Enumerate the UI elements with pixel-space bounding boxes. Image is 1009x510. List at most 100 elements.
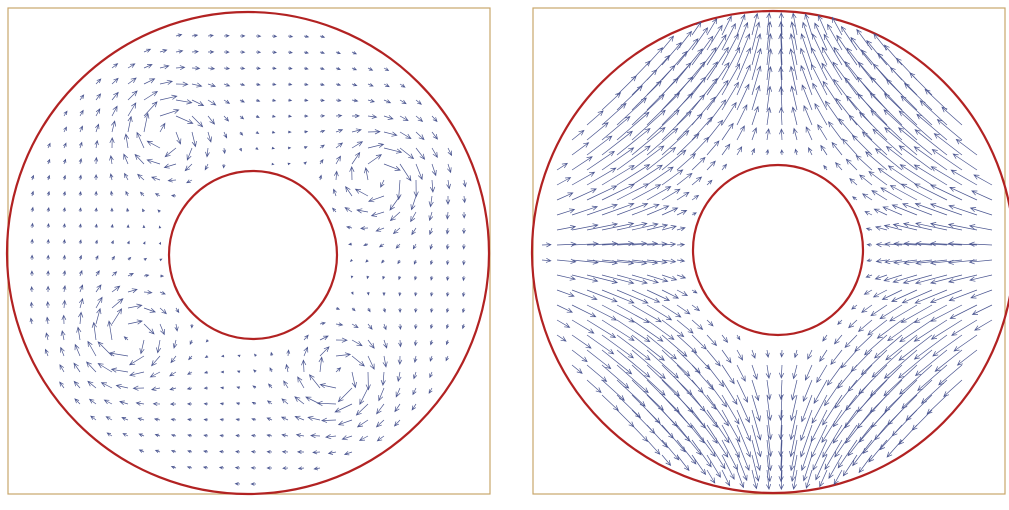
vector-arrow — [790, 85, 798, 111]
vector-arrow — [646, 349, 679, 379]
vector-arrow — [127, 319, 143, 325]
vector-arrow — [751, 409, 762, 441]
vector-arrow — [875, 258, 888, 264]
vector-arrow — [303, 130, 309, 134]
vector-arrow — [616, 97, 647, 126]
vector-arrow — [571, 223, 599, 231]
vector-arrow — [366, 291, 370, 296]
vector-arrow — [351, 307, 356, 312]
vector-arrow — [586, 349, 612, 370]
vector-arrow — [63, 126, 67, 133]
vector-arrow — [866, 39, 888, 66]
vector-arrow — [78, 190, 82, 197]
vector-arrow — [222, 163, 226, 169]
vector-arrow — [137, 417, 145, 422]
vector-arrow — [127, 288, 138, 294]
vector-arrow — [154, 193, 161, 197]
vector-arrow — [255, 66, 261, 70]
vector-arrow — [335, 322, 344, 327]
vector-arrow — [948, 204, 978, 216]
vector-arrow — [462, 227, 466, 235]
vector-arrow — [586, 135, 613, 156]
vector-arrow — [571, 304, 597, 318]
vector-arrow — [159, 64, 170, 70]
vector-arrow — [766, 106, 772, 126]
vector-arrow — [46, 270, 50, 277]
vector-arrow — [541, 242, 552, 248]
vector-arrow — [95, 296, 103, 309]
vector-arrow — [778, 85, 784, 111]
vector-arrow — [802, 21, 813, 51]
vector-arrow — [766, 48, 773, 81]
vector-arrow — [271, 50, 278, 54]
vector-arrow — [751, 12, 759, 36]
vector-arrow — [282, 466, 289, 470]
vector-arrow — [929, 203, 963, 216]
vector-arrow — [135, 401, 145, 406]
vector-arrow — [706, 364, 725, 388]
vector-arrow — [886, 394, 918, 426]
vector-arrow — [410, 195, 417, 211]
vector-arrow — [808, 147, 813, 156]
vector-arrow — [170, 417, 177, 422]
vector-arrow — [46, 190, 51, 197]
vector-arrow — [235, 402, 241, 406]
vector-arrow — [234, 466, 241, 470]
vector-arrow — [111, 63, 119, 69]
vector-arrow — [351, 98, 359, 103]
vector-arrow — [571, 171, 596, 186]
vector-arrow — [170, 449, 177, 454]
vector-arrow — [429, 179, 436, 193]
vector-arrow — [94, 139, 99, 149]
vector-arrow — [271, 34, 278, 38]
vector-arrow — [266, 433, 273, 438]
vector-arrow — [414, 275, 418, 281]
vector-arrow — [811, 63, 828, 96]
vector-arrow — [802, 454, 813, 482]
vector-arrow — [870, 109, 903, 141]
vector-arrow — [398, 291, 402, 297]
vector-arrow — [95, 284, 102, 293]
vector-arrow — [446, 291, 450, 297]
vector-arrow — [616, 241, 648, 247]
vector-arrow — [930, 241, 963, 247]
vector-arrow — [430, 275, 434, 281]
vector-arrow — [191, 131, 197, 148]
vector-arrow — [124, 172, 129, 181]
vector-arrow — [661, 169, 684, 186]
vector-arrow — [676, 30, 693, 51]
vector-arrow — [159, 49, 168, 54]
vector-arrow — [765, 128, 771, 141]
vector-arrow — [778, 454, 784, 483]
vector-arrow — [188, 355, 193, 361]
vector-arrow — [175, 81, 189, 87]
vector-arrow — [586, 122, 609, 141]
vector-arrow — [889, 304, 918, 322]
vector-arrow — [631, 304, 662, 323]
vector-arrow — [706, 469, 716, 484]
vector-arrow — [706, 454, 721, 478]
vector-arrow — [631, 319, 664, 342]
vector-arrow — [97, 341, 113, 357]
vector-arrow — [789, 394, 798, 422]
vector-arrow — [389, 195, 401, 211]
vector-arrow — [841, 138, 858, 156]
vector-arrow — [571, 142, 590, 156]
vector-arrow — [127, 90, 138, 101]
vector-arrow — [930, 184, 963, 201]
vector-arrow — [571, 156, 593, 171]
vector-arrow — [929, 289, 963, 303]
vector-arrow — [295, 433, 305, 438]
vector-arrow — [868, 170, 888, 186]
vector-arrow — [367, 323, 373, 330]
vector-arrow — [780, 149, 784, 156]
vector-arrow — [366, 275, 370, 280]
vector-arrow — [885, 145, 918, 171]
vector-arrow — [812, 82, 828, 111]
vector-arrow — [95, 270, 100, 277]
vector-arrow — [800, 64, 813, 96]
vector-arrow — [865, 151, 888, 171]
vector-arrow — [969, 207, 993, 216]
vector-arrow — [883, 274, 903, 282]
vector-arrow — [779, 128, 785, 141]
